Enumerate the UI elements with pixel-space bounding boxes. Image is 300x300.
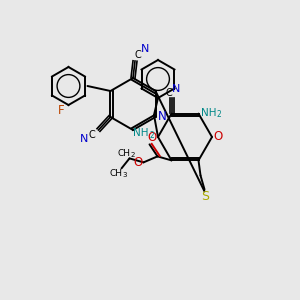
Text: N: N — [172, 84, 181, 94]
Text: C: C — [135, 50, 141, 60]
Text: 3: 3 — [122, 172, 127, 178]
Text: C: C — [88, 130, 95, 140]
Text: 2: 2 — [130, 152, 135, 158]
Text: C: C — [165, 88, 172, 98]
Text: O: O — [147, 131, 156, 144]
Text: NH: NH — [133, 128, 149, 138]
Text: F: F — [58, 103, 65, 116]
Text: NH: NH — [201, 108, 216, 118]
Text: O: O — [213, 130, 223, 143]
Text: 2: 2 — [150, 130, 154, 140]
Text: N: N — [158, 110, 167, 124]
Text: O: O — [133, 156, 142, 169]
Text: S: S — [202, 190, 209, 203]
Text: N: N — [80, 134, 89, 144]
Text: CH: CH — [118, 149, 131, 158]
Text: 2: 2 — [216, 110, 221, 119]
Text: CH: CH — [110, 169, 123, 178]
Text: N: N — [141, 44, 149, 54]
